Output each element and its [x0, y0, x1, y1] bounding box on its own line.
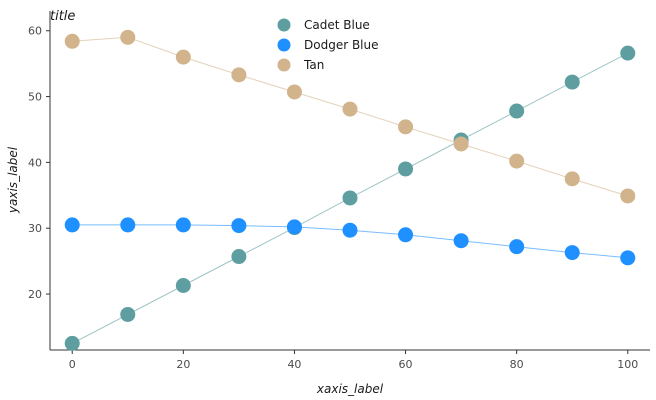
- y-tick-label: 60: [28, 25, 42, 38]
- data-point-dodger-blue: [564, 245, 580, 261]
- legend-label-dodger-blue: Dodger Blue: [304, 38, 379, 52]
- data-point-tan: [231, 67, 247, 83]
- data-point-dodger-blue: [342, 222, 358, 238]
- data-point-cadet-blue: [175, 277, 191, 293]
- data-point-tan: [64, 33, 80, 49]
- legend: Cadet Blue Dodger Blue Tan: [277, 18, 379, 72]
- data-point-dodger-blue: [175, 217, 191, 233]
- y-tick-label: 50: [28, 91, 42, 104]
- data-point-tan: [175, 49, 191, 65]
- data-point-cadet-blue: [64, 335, 80, 351]
- data-point-cadet-blue: [398, 161, 414, 177]
- legend-marker-dodger-blue: [277, 38, 291, 52]
- x-tick-label: 20: [176, 358, 190, 371]
- data-point-dodger-blue: [620, 250, 636, 266]
- x-tick-label: 0: [69, 358, 76, 371]
- legend-label-tan: Tan: [303, 58, 324, 72]
- y-tick-label: 20: [28, 288, 42, 301]
- series-layer: [64, 29, 636, 351]
- data-point-cadet-blue: [231, 249, 247, 265]
- data-point-dodger-blue: [453, 233, 469, 249]
- data-point-cadet-blue: [120, 306, 136, 322]
- data-point-cadet-blue: [564, 74, 580, 90]
- x-ticks: 0 20 40 60 80 100: [69, 350, 638, 371]
- data-point-tan: [120, 29, 136, 45]
- data-point-tan: [564, 171, 580, 187]
- data-point-dodger-blue: [231, 218, 247, 234]
- y-axis-label: yaxis_label: [6, 146, 20, 214]
- data-point-dodger-blue: [509, 239, 525, 255]
- legend-marker-cadet-blue: [277, 18, 291, 32]
- series-line-tan: [72, 36, 628, 197]
- data-point-tan: [453, 136, 469, 152]
- y-ticks: 20 30 40 50 60: [28, 25, 50, 301]
- legend-marker-tan: [277, 58, 291, 72]
- x-tick-label: 80: [510, 358, 524, 371]
- data-point-tan: [620, 188, 636, 204]
- chart-title: title: [50, 9, 75, 24]
- y-tick-label: 40: [28, 156, 42, 169]
- data-point-tan: [398, 119, 414, 135]
- data-point-cadet-blue: [342, 190, 358, 206]
- data-point-dodger-blue: [286, 219, 302, 235]
- legend-label-cadet-blue: Cadet Blue: [304, 18, 370, 32]
- x-tick-label: 100: [617, 358, 638, 371]
- data-point-dodger-blue: [64, 217, 80, 233]
- axes: [49, 11, 650, 351]
- data-point-tan: [509, 153, 525, 169]
- data-point-cadet-blue: [509, 103, 525, 119]
- data-point-cadet-blue: [620, 45, 636, 61]
- x-tick-label: 60: [399, 358, 413, 371]
- data-point-tan: [342, 101, 358, 117]
- x-tick-label: 40: [287, 358, 301, 371]
- y-tick-label: 30: [28, 222, 42, 235]
- x-axis-label: xaxis_label: [316, 382, 384, 396]
- data-point-dodger-blue: [120, 217, 136, 233]
- data-point-dodger-blue: [398, 227, 414, 243]
- data-point-tan: [286, 84, 302, 100]
